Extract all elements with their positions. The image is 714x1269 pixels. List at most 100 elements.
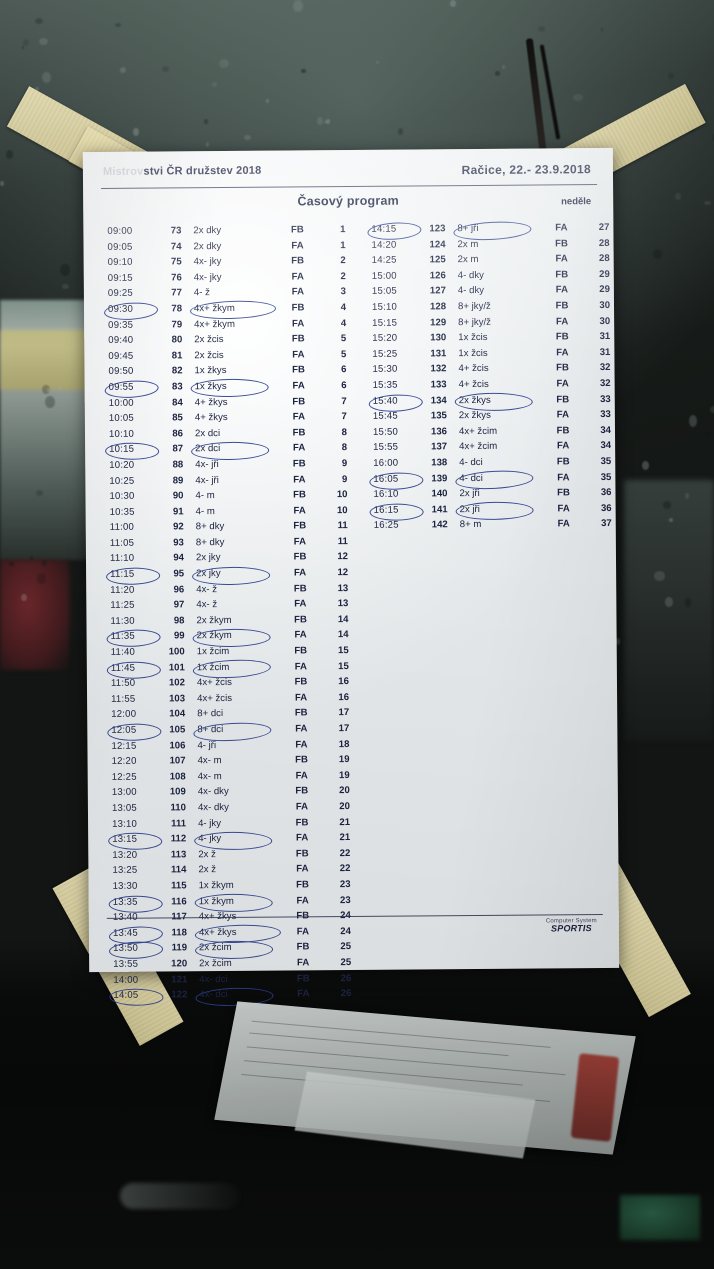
race-number: 84 <box>172 396 183 408</box>
race-number: 81 <box>171 350 183 362</box>
race-run-number: 2 <box>340 255 346 267</box>
race-number: 113 <box>170 849 187 861</box>
header-title-faded-part: Mistrov <box>102 165 144 178</box>
race-final-group: FA <box>295 738 308 751</box>
race-event-class: 1x žkym <box>198 895 234 907</box>
race-run-number: 23 <box>339 894 351 906</box>
race-final-group: FB <box>555 331 569 343</box>
race-run-number: 9 <box>341 457 348 469</box>
race-number: 119 <box>171 942 188 954</box>
race-run-number: 13 <box>337 598 349 610</box>
race-run-number: 31 <box>599 346 611 358</box>
race-start-time: 09:35 <box>108 319 134 331</box>
race-final-group: FA <box>291 317 305 330</box>
race-start-time: 16:10 <box>373 488 399 500</box>
race-final-group: FB <box>555 269 569 281</box>
race-start-time: 11:10 <box>109 553 135 565</box>
race-run-number: 28 <box>598 253 610 265</box>
race-start-time: 15:40 <box>372 395 398 407</box>
race-run-number: 30 <box>599 315 611 327</box>
race-start-time: 11:30 <box>110 615 135 627</box>
race-number: 94 <box>173 552 185 564</box>
race-number: 100 <box>168 646 185 658</box>
race-number: 74 <box>170 240 182 252</box>
race-final-group: FA <box>292 380 305 392</box>
race-start-time: 13:35 <box>112 896 138 908</box>
race-final-group: FB <box>296 941 310 953</box>
race-event-class: 4+ žkys <box>194 412 228 424</box>
race-run-number: 4 <box>340 302 347 314</box>
red-object-left <box>0 560 70 670</box>
race-final-group: FA <box>555 222 568 234</box>
race-event-class: 2x dci <box>194 427 221 439</box>
race-start-time: 10:20 <box>109 459 135 471</box>
race-start-time: 13:25 <box>112 865 138 877</box>
race-event-class: 2x jři <box>459 488 480 500</box>
race-event-class: 1x žcim <box>196 661 230 673</box>
race-run-number: 14 <box>337 629 349 641</box>
race-final-group: FB <box>292 395 306 407</box>
race-number: 103 <box>169 693 186 705</box>
race-number: 138 <box>431 457 448 469</box>
race-start-time: 13:05 <box>111 802 138 814</box>
race-final-group: FA <box>293 536 307 548</box>
race-number: 89 <box>172 474 184 486</box>
race-number: 105 <box>169 724 186 736</box>
race-start-time: 10:00 <box>108 397 134 409</box>
race-start-time: 10:25 <box>109 475 135 487</box>
race-final-group: FB <box>291 333 305 345</box>
header-competition-title: Mistrovstvi ČR družstev 2018 <box>103 165 262 178</box>
race-final-group: FB <box>296 879 309 891</box>
race-event-class: 2x m <box>457 238 479 250</box>
race-run-number: 22 <box>339 847 351 859</box>
race-event-class: 1x žcim <box>196 645 230 658</box>
race-start-time: 14:15 <box>371 223 397 235</box>
race-run-number: 21 <box>339 816 351 828</box>
race-final-group: FA <box>296 957 310 969</box>
race-run-number: 8 <box>341 426 348 438</box>
race-number: 110 <box>170 802 186 814</box>
race-start-time: 13:30 <box>112 880 138 892</box>
race-event-class: 8+ dky <box>195 521 225 533</box>
race-final-group: FB <box>292 458 306 470</box>
race-run-number: 6 <box>341 364 347 376</box>
race-number: 121 <box>171 973 188 985</box>
race-start-time: 13:10 <box>112 818 138 830</box>
race-event-class: 8+ m <box>459 519 482 531</box>
race-start-time: 11:25 <box>110 599 135 612</box>
race-event-class: 4- dci <box>459 472 483 484</box>
race-timetable-sheet: Mistrovstvi ČR družstev 2018 Račice, 22.… <box>82 147 620 1007</box>
race-start-time: 16:00 <box>373 457 399 469</box>
race-final-group: FB <box>291 255 305 267</box>
race-run-number: 20 <box>339 800 350 813</box>
race-start-time: 15:25 <box>372 348 398 360</box>
race-start-time: 13:55 <box>113 958 139 970</box>
race-number: 85 <box>172 412 183 424</box>
race-run-number: 25 <box>340 941 352 953</box>
race-run-number: 30 <box>599 299 611 312</box>
race-start-time: 13:45 <box>112 927 138 939</box>
race-start-time: 15:10 <box>371 301 398 313</box>
race-number: 83 <box>171 381 183 393</box>
race-start-time: 09:40 <box>108 334 134 347</box>
schedule-column-left: 09:00 73 2x dky FB 1 09:05 74 2x dky FA 1 09:10 75 4… <box>97 224 351 1007</box>
race-start-time: 15:55 <box>373 441 399 454</box>
race-final-group: FB <box>556 424 570 437</box>
race-event-class: 2x dci <box>195 443 221 455</box>
race-final-group: FA <box>557 502 570 515</box>
race-run-number: 26 <box>340 972 352 984</box>
race-run-number: 36 <box>600 487 612 499</box>
race-number: 80 <box>171 334 183 346</box>
race-number: 76 <box>171 272 182 284</box>
race-start-time: 11:05 <box>109 537 135 549</box>
race-number: 118 <box>171 927 187 939</box>
race-event-class: 2x m <box>457 254 479 266</box>
race-final-group: FB <box>295 754 309 766</box>
race-run-number: 16 <box>338 676 349 688</box>
race-start-time: 11:40 <box>110 646 136 658</box>
race-start-time: 15:20 <box>372 332 398 344</box>
race-start-time: 16:05 <box>373 473 399 485</box>
race-final-group: FB <box>291 302 305 314</box>
race-start-time: 11:20 <box>110 584 135 596</box>
